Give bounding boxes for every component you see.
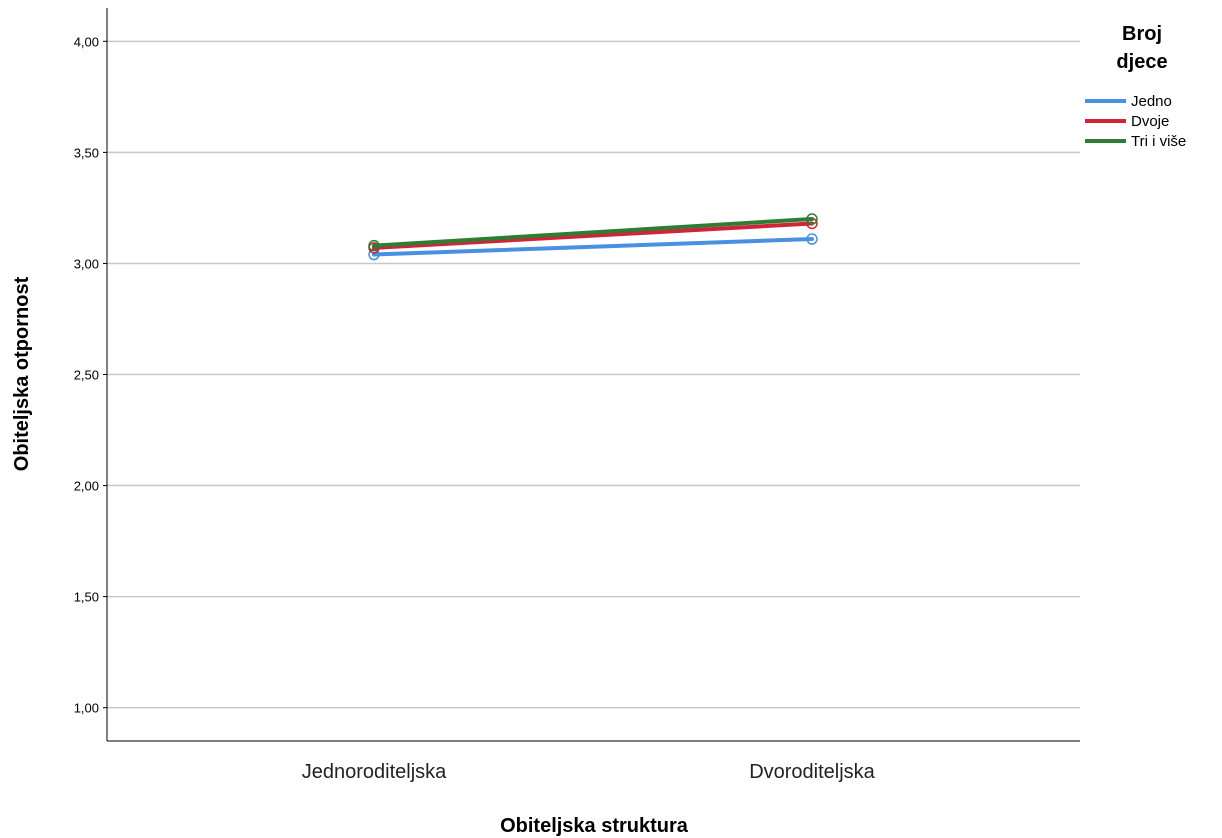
data-point [806, 213, 818, 225]
series [368, 213, 818, 261]
legend: Broj djece Jedno Dvoje Tri i više [1085, 23, 1186, 150]
gridlines [103, 40, 1080, 709]
y-tick-label: 2,50 [74, 368, 99, 383]
legend-title-line-2: djece [1116, 51, 1167, 73]
legend-items: Jedno Dvoje Tri i više [1085, 93, 1186, 150]
series-2 [368, 213, 818, 252]
legend-label: Jedno [1131, 93, 1172, 110]
y-tick-label: 1,00 [74, 701, 99, 716]
axes [106, 8, 1080, 742]
y-tick-label: 3,00 [74, 256, 99, 271]
y-tick-label: 2,00 [74, 479, 99, 494]
series-0 [368, 233, 818, 261]
y-tick-label: 4,00 [74, 34, 99, 49]
x-tick-labels: Jednoroditeljska Dvoroditeljska [302, 761, 876, 783]
y-tick-label: 3,50 [74, 145, 99, 160]
data-point [368, 239, 380, 252]
legend-label: Tri i više [1131, 133, 1186, 150]
x-tick-label: Jednoroditeljska [302, 761, 447, 783]
x-tick-label: Dvoroditeljska [749, 761, 875, 783]
data-point [806, 233, 818, 245]
x-axis-title: Obiteljska struktura [500, 815, 689, 837]
series-line [372, 221, 814, 250]
y-tick-label: 1,50 [74, 590, 99, 605]
y-tick-labels: 1,00 1,50 2,00 2,50 3,00 3,50 4,00 [74, 34, 99, 715]
series-line [372, 217, 814, 248]
legend-label: Dvoje [1131, 113, 1169, 130]
legend-title-line-1: Broj [1122, 23, 1162, 45]
y-axis-title: Obiteljska otpornost [11, 276, 33, 471]
series-line [372, 237, 814, 257]
